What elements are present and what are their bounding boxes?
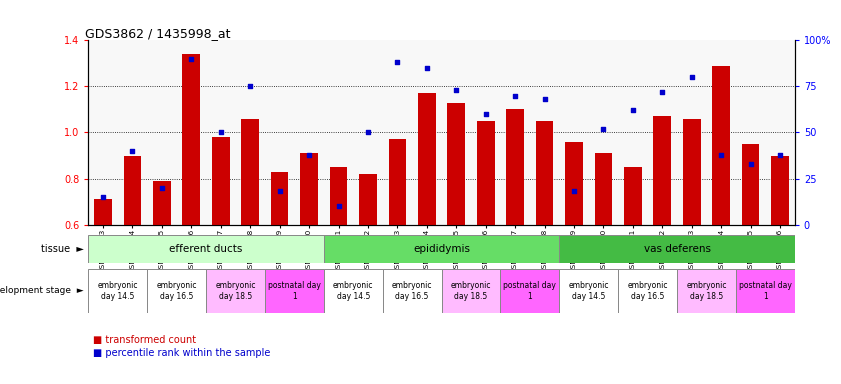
Bar (595, 153, 612, 225)
Bar (771, 156, 789, 225)
Point (244, 83, 257, 89)
Bar (618, 269, 677, 313)
Bar (500, 269, 559, 313)
Bar (712, 66, 730, 225)
Bar (624, 167, 642, 225)
Point (331, 203, 345, 209)
Point (596, 126, 610, 132)
Text: embryonic
day 16.5: embryonic day 16.5 (627, 281, 668, 301)
Point (214, 129, 227, 136)
Bar (677, 269, 736, 313)
Text: embryonic
day 18.5: embryonic day 18.5 (686, 281, 727, 301)
Text: postnatal day
1: postnatal day 1 (268, 281, 320, 301)
Bar (536, 121, 553, 225)
Point (184, 56, 198, 62)
Point (714, 152, 727, 158)
Point (567, 189, 580, 195)
Text: epididymis: epididymis (413, 244, 470, 254)
Point (685, 74, 698, 80)
Bar (88, 235, 324, 263)
Text: postnatal day
1: postnatal day 1 (739, 281, 791, 301)
Bar (94, 199, 112, 225)
Bar (330, 167, 347, 225)
Text: postnatal day
1: postnatal day 1 (504, 281, 556, 301)
Bar (389, 139, 406, 225)
Bar (736, 269, 795, 313)
Point (272, 189, 286, 195)
Bar (212, 137, 230, 225)
Text: embryonic
day 18.5: embryonic day 18.5 (451, 281, 491, 301)
Bar (182, 54, 200, 225)
Bar (324, 235, 559, 263)
Bar (506, 109, 524, 225)
Point (420, 65, 434, 71)
Bar (442, 269, 500, 313)
Bar (565, 142, 583, 225)
Point (479, 111, 493, 117)
Text: embryonic
day 14.5: embryonic day 14.5 (569, 281, 609, 301)
Bar (206, 269, 265, 313)
Bar (559, 235, 795, 263)
Bar (147, 269, 206, 313)
Bar (300, 153, 318, 225)
Text: tissue  ►: tissue ► (41, 244, 84, 254)
Bar (653, 116, 671, 225)
Point (508, 93, 521, 99)
Bar (742, 144, 759, 225)
Point (538, 96, 552, 103)
Point (390, 60, 404, 66)
Bar (477, 121, 495, 225)
Text: embryonic
day 14.5: embryonic day 14.5 (333, 281, 373, 301)
Point (361, 129, 374, 136)
Text: ■ percentile rank within the sample: ■ percentile rank within the sample (93, 348, 270, 358)
Bar (359, 174, 377, 225)
Bar (324, 269, 383, 313)
Text: GDS3862 / 1435998_at: GDS3862 / 1435998_at (85, 27, 230, 40)
Bar (88, 269, 147, 313)
Text: efferent ducts: efferent ducts (169, 244, 243, 254)
Bar (124, 156, 141, 225)
Bar (418, 93, 436, 225)
Bar (559, 269, 618, 313)
Point (449, 87, 463, 93)
Point (155, 185, 168, 191)
Bar (271, 172, 288, 225)
Point (302, 152, 315, 158)
Point (774, 152, 787, 158)
Bar (383, 269, 442, 313)
Text: embryonic
day 16.5: embryonic day 16.5 (156, 281, 197, 301)
Text: embryonic
day 14.5: embryonic day 14.5 (98, 281, 138, 301)
Bar (265, 269, 324, 313)
Bar (153, 181, 171, 225)
Bar (683, 119, 701, 225)
Point (125, 148, 139, 154)
Text: vas deferens: vas deferens (643, 244, 711, 254)
Point (96, 194, 109, 200)
Bar (241, 119, 259, 225)
Text: ■ transformed count: ■ transformed count (93, 335, 196, 345)
Point (626, 107, 639, 113)
Point (656, 89, 669, 95)
Point (743, 161, 757, 167)
Text: embryonic
day 18.5: embryonic day 18.5 (215, 281, 256, 301)
Text: development stage  ►: development stage ► (0, 286, 84, 295)
Bar (447, 103, 465, 225)
Text: embryonic
day 16.5: embryonic day 16.5 (392, 281, 432, 301)
